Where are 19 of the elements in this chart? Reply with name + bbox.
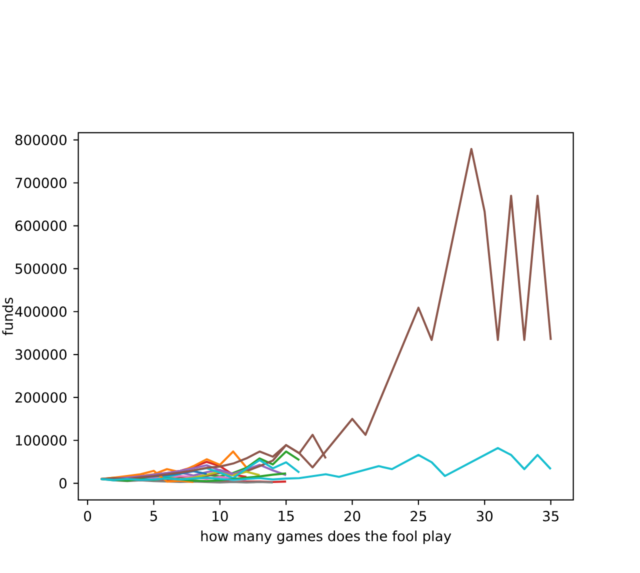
x-tick-label: 25 [410, 510, 426, 522]
x-tick-label: 15 [278, 510, 294, 522]
x-tick-label: 5 [150, 510, 157, 522]
y-tick-label: 400000 [15, 306, 66, 317]
x-tick-label: 20 [344, 510, 360, 522]
x-axis-title: how many games does the fool play [201, 530, 452, 544]
x-tick-label: 35 [543, 510, 558, 522]
x-tick-label: 10 [212, 510, 228, 522]
x-tick-label: 0 [84, 510, 92, 522]
y-tick-label: 200000 [15, 392, 66, 403]
y-tick-label: 500000 [16, 263, 66, 274]
y-axis-title: funds [2, 298, 13, 336]
x-tick-label: 30 [476, 510, 493, 522]
y-tick-label: 0 [59, 478, 66, 489]
y-tick-label: 100000 [16, 435, 66, 446]
y-tick-label: 800000 [15, 134, 66, 146]
y-tick-label: 600000 [15, 220, 66, 232]
y-tick-label: 300000 [16, 349, 66, 360]
y-tick-label: 700000 [16, 178, 66, 188]
